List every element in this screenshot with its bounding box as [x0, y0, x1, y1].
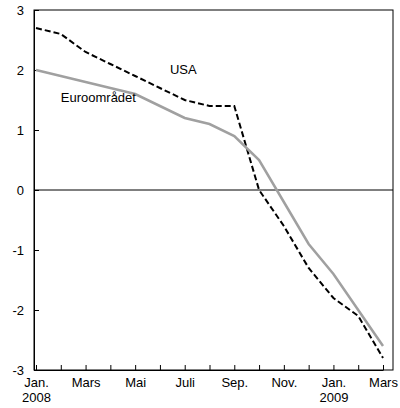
chart: -3-2-10123Jan.2008MarsMaiJuliSep.Nov.Jan… [0, 0, 400, 408]
y-axis: -3 -2 -1 0 1 2 3 [12, 3, 39, 378]
x-tick: Juli [175, 365, 195, 390]
y-tick-label: -2 [12, 303, 24, 318]
x-tick: Mai [125, 365, 146, 390]
y-tick-mark [34, 190, 39, 191]
y-tick-mark [34, 250, 39, 251]
y-tick: 3 [17, 3, 39, 18]
x-tick-mark [284, 365, 285, 370]
y-tick: -2 [12, 303, 39, 318]
y-tick-label: 0 [17, 183, 24, 198]
x-tick-mark [259, 365, 260, 370]
x-tick-label: Jan.2008 [22, 375, 51, 405]
x-tick-mark [210, 365, 211, 370]
y-tick-label: 1 [17, 123, 24, 138]
y-tick: -1 [12, 243, 39, 258]
y-tick-mark [34, 130, 39, 131]
x-tick [160, 365, 161, 370]
x-tick-label: Mars [72, 375, 101, 390]
x-tick-mark [135, 365, 136, 370]
x-tick: Nov. [271, 365, 297, 390]
series-label: Euroområdet [61, 90, 137, 105]
x-tick: Jan.2009 [319, 365, 348, 405]
x-tick [309, 365, 310, 370]
x-tick-label: Jan.2009 [319, 375, 348, 405]
y-tick: 2 [17, 63, 39, 78]
x-axis: Jan.2008 Mars Mai Juli Sep. Nov. Jan.2009 Mars [22, 365, 398, 405]
x-tick-mark [36, 365, 37, 370]
x-tick-mark [160, 365, 161, 370]
x-tick-label: Mai [125, 375, 146, 390]
x-tick-label: Juli [175, 375, 195, 390]
series-line [36, 28, 383, 358]
x-tick-mark [234, 365, 235, 370]
x-tick: Mars [72, 365, 101, 390]
x-tick: Sep. [221, 365, 248, 390]
series-line [36, 70, 383, 346]
series-label: USA [170, 62, 197, 77]
plot-frame [34, 10, 393, 370]
y-tick: 1 [17, 123, 39, 138]
x-tick [259, 365, 260, 370]
x-tick-mark [110, 365, 111, 370]
y-tick: 0 [17, 183, 39, 198]
plot-area [36, 28, 383, 358]
zero-line [34, 190, 393, 191]
x-tick: Jan.2008 [22, 365, 51, 405]
x-tick-label: Mars [369, 375, 398, 390]
x-tick [61, 365, 62, 370]
x-tick-label: Nov. [271, 375, 297, 390]
y-tick-label: -1 [12, 243, 24, 258]
y-tick-label: 3 [17, 3, 24, 18]
x-tick: Mars [369, 365, 398, 390]
x-tick-mark [333, 365, 334, 370]
x-axis-line [37, 370, 384, 371]
y-tick-label: 2 [17, 63, 24, 78]
x-tick-mark [86, 365, 87, 370]
y-tick-mark [34, 310, 39, 311]
x-tick-mark [383, 365, 384, 370]
x-tick [210, 365, 211, 370]
x-tick [110, 365, 111, 370]
y-tick-label: -3 [12, 363, 24, 378]
x-tick [358, 365, 359, 370]
y-tick-mark [34, 10, 39, 11]
x-tick-mark [185, 365, 186, 370]
x-tick-label: Sep. [221, 375, 248, 390]
x-tick-mark [358, 365, 359, 370]
x-tick-mark [61, 365, 62, 370]
x-tick-mark [309, 365, 310, 370]
